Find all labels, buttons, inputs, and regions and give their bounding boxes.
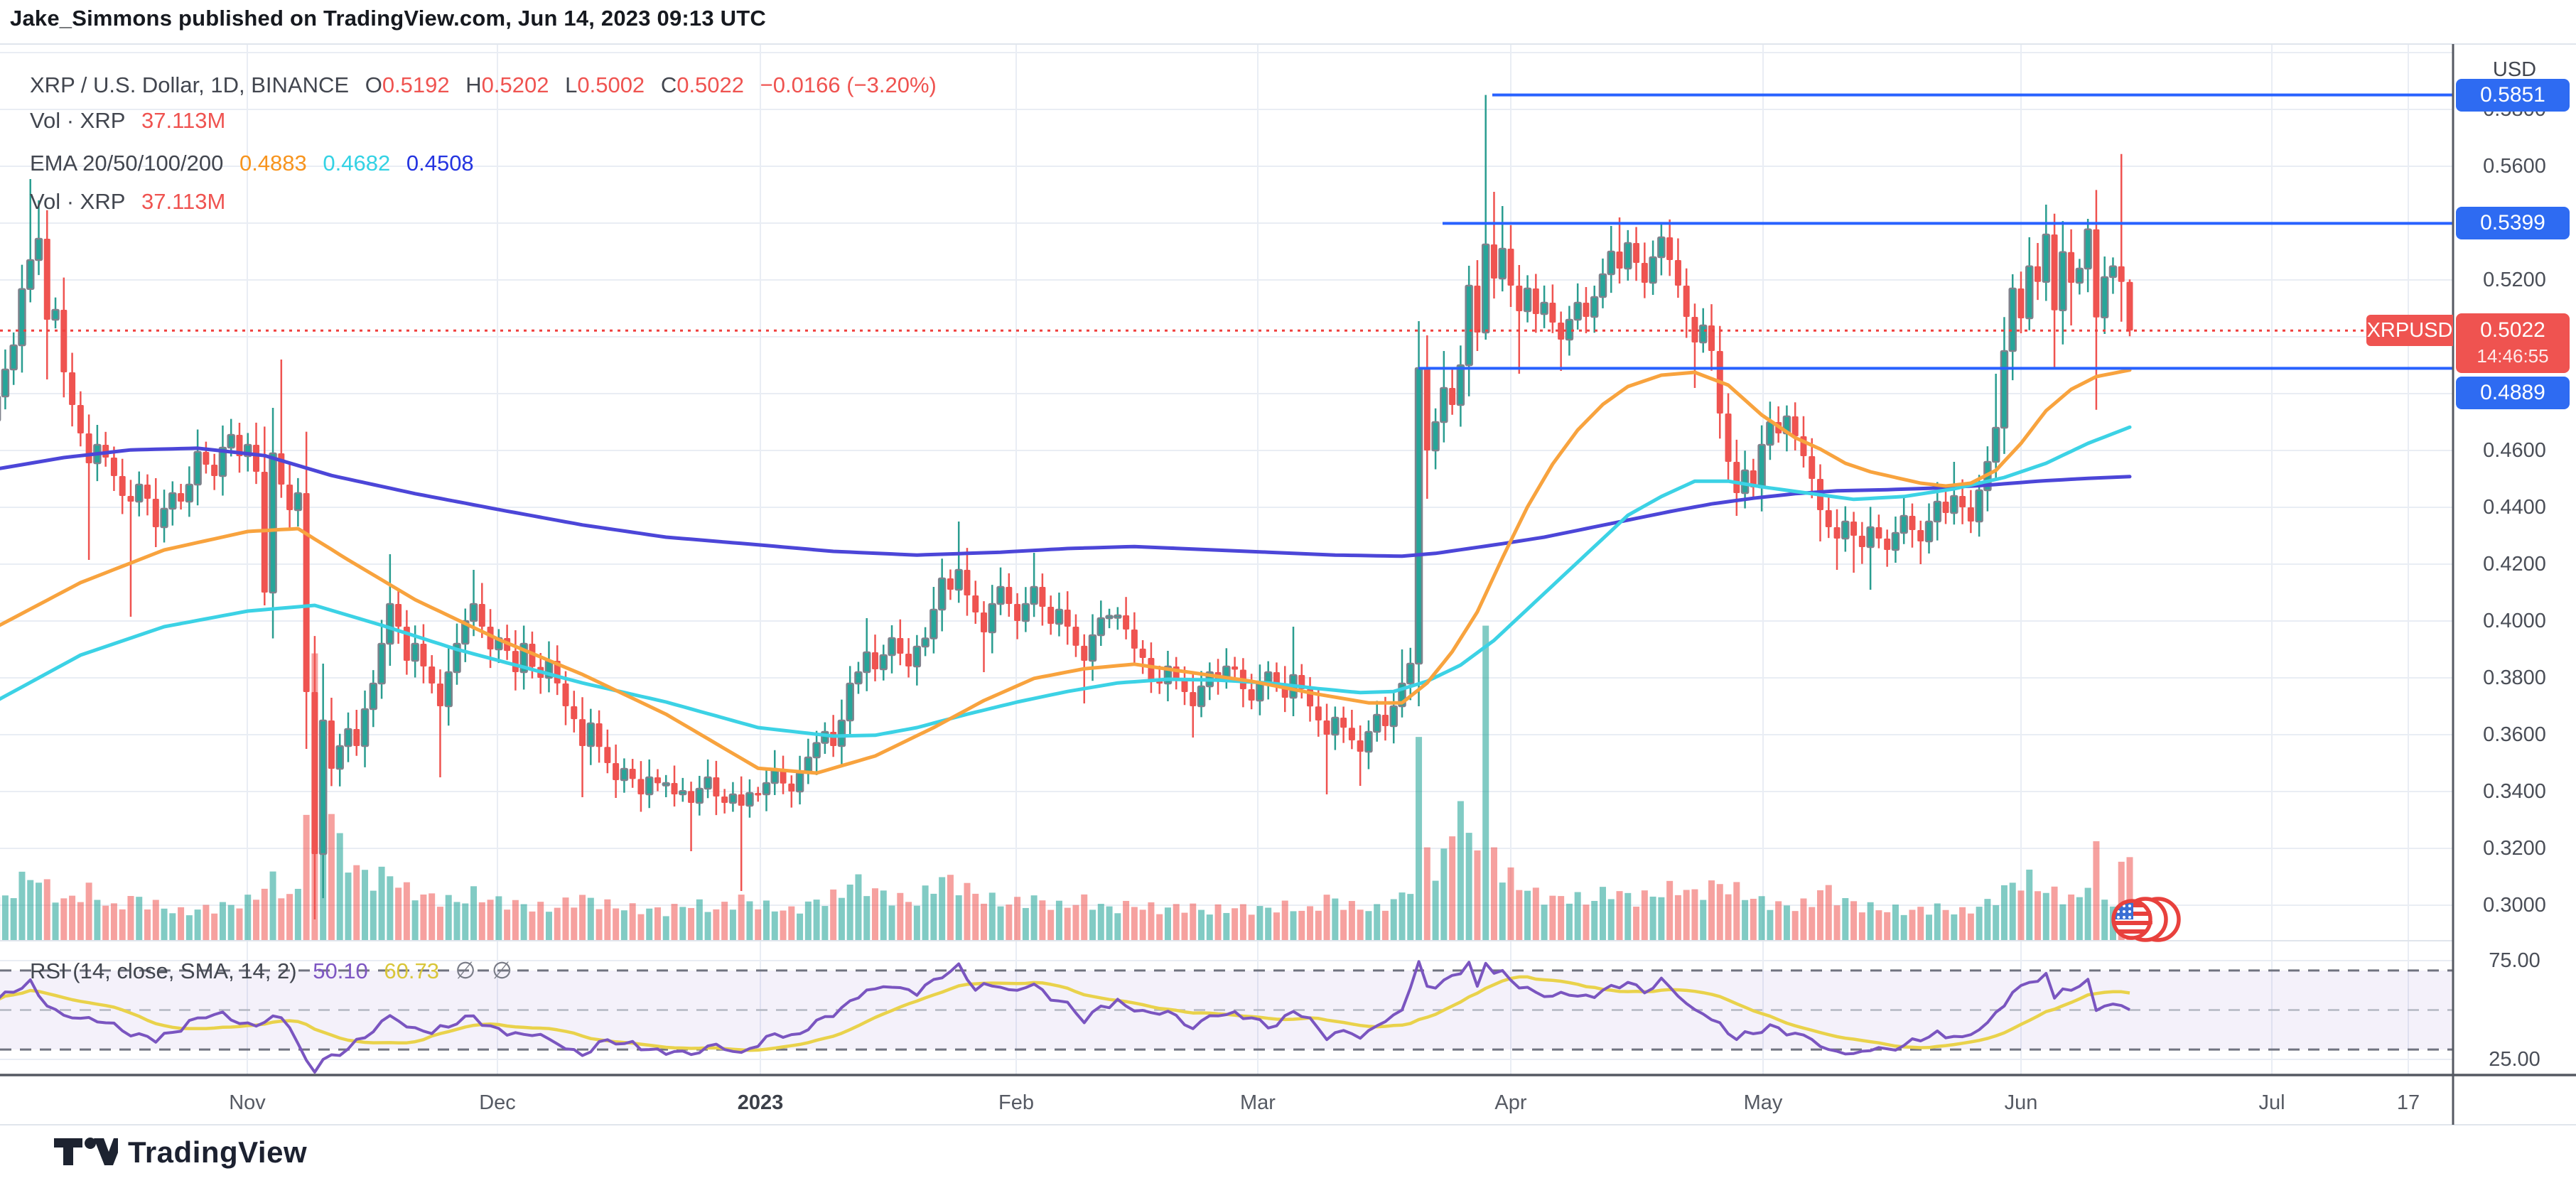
rsi-label: RSI (14, close, SMA, 14, 2) — [30, 958, 297, 983]
time-label: Dec — [479, 1091, 516, 1114]
price-level-badge: 0.4889 — [2456, 377, 2570, 409]
price-level-badge: 0.5851 — [2456, 78, 2570, 112]
time-label: 2023 — [737, 1091, 784, 1114]
price-tick: 0.4200 — [2483, 553, 2546, 576]
open-label: O — [365, 72, 382, 97]
ema20-value: 0.4883 — [239, 151, 307, 176]
open-value: 0.5192 — [382, 72, 450, 97]
rsi-empty-icon: ∅ — [455, 957, 476, 983]
rsi-tick: 25.00 — [2489, 1048, 2540, 1071]
time-label: Jul — [2258, 1091, 2285, 1114]
axis-currency-label: USD — [2492, 58, 2537, 81]
ema-cyan-line — [0, 425, 2132, 738]
time-label: Nov — [229, 1091, 266, 1114]
ema50-value: 0.4682 — [323, 151, 391, 176]
low-value: 0.5002 — [577, 72, 645, 97]
rsi-tick: 75.00 — [2489, 949, 2540, 972]
price-tick: 0.5200 — [2483, 269, 2546, 291]
volume-value-2: 37.113M — [141, 189, 226, 214]
last-price-time: 14:46:55 — [2477, 345, 2549, 367]
price-level-badge: 0.5399 — [2456, 207, 2570, 240]
price-tick: 0.3000 — [2483, 894, 2546, 917]
published-line: Jake_Simmons published on TradingView.co… — [10, 6, 766, 31]
legend-symbol-row[interactable]: XRP / U.S. Dollar, 1D, BINANCE O0.5192 H… — [30, 72, 937, 98]
price-tick: 0.4400 — [2483, 496, 2546, 519]
ema-orange-line — [0, 368, 2132, 775]
volume-label: Vol · XRP — [30, 108, 126, 133]
high-label: H — [465, 72, 482, 97]
last-price-badge: 0.5022 14:46:55 — [2456, 313, 2570, 373]
change-value: −0.0166 (−3.20%) — [760, 72, 937, 97]
price-tick: 0.4600 — [2483, 439, 2546, 462]
rsi-value: 50.10 — [313, 958, 368, 983]
tradingview-glyph-icon — [54, 1138, 118, 1165]
ema100-value: 0.4508 — [406, 151, 474, 176]
close-value: 0.5022 — [677, 72, 745, 97]
symbol-title: XRP / U.S. Dollar, 1D, BINANCE — [30, 72, 350, 97]
price-tick: 0.3200 — [2483, 837, 2546, 860]
ema-blue-line — [0, 446, 2132, 558]
low-label: L — [565, 72, 578, 97]
volume-label-2: Vol · XRP — [30, 189, 126, 214]
price-tick: 0.3600 — [2483, 723, 2546, 746]
time-label: Mar — [1240, 1091, 1276, 1114]
legend-rsi-row[interactable]: RSI (14, close, SMA, 14, 2) 50.10 60.73 … — [30, 956, 512, 984]
rsi-line — [0, 960, 2130, 1074]
ema-label: EMA 20/50/100/200 — [30, 151, 224, 176]
price-tick: 0.3400 — [2483, 780, 2546, 803]
legend-volume-row-2[interactable]: Vol · XRP 37.113M — [30, 189, 225, 215]
time-label: Feb — [998, 1091, 1034, 1114]
rsi-empty-icon-2: ∅ — [492, 957, 512, 983]
symbol-price-tag: XRPUSD — [2366, 315, 2453, 346]
time-label: May — [1743, 1091, 1783, 1114]
high-value: 0.5202 — [481, 72, 549, 97]
usd-coins-icon — [2111, 897, 2181, 942]
price-tick: 0.5600 — [2483, 155, 2546, 178]
price-tick: 0.3800 — [2483, 666, 2546, 689]
time-label: Apr — [1494, 1091, 1527, 1114]
rsi-ma-line — [0, 975, 2130, 1052]
volume-value: 37.113M — [141, 108, 226, 133]
close-label: C — [660, 72, 677, 97]
time-label: Jun — [2004, 1091, 2038, 1114]
tradingview-logo[interactable]: TradingView — [53, 1135, 307, 1170]
time-label: 17 — [2396, 1091, 2420, 1114]
last-price-value: 0.5022 — [2480, 318, 2545, 342]
rsi-signal-value: 60.73 — [384, 958, 439, 983]
legend-ema-row[interactable]: EMA 20/50/100/200 0.4883 0.4682 0.4508 — [30, 151, 474, 176]
legend-volume-row[interactable]: Vol · XRP 37.113M — [30, 108, 225, 134]
tradingview-wordmark: TradingView — [128, 1135, 308, 1169]
price-tick: 0.4000 — [2483, 610, 2546, 632]
